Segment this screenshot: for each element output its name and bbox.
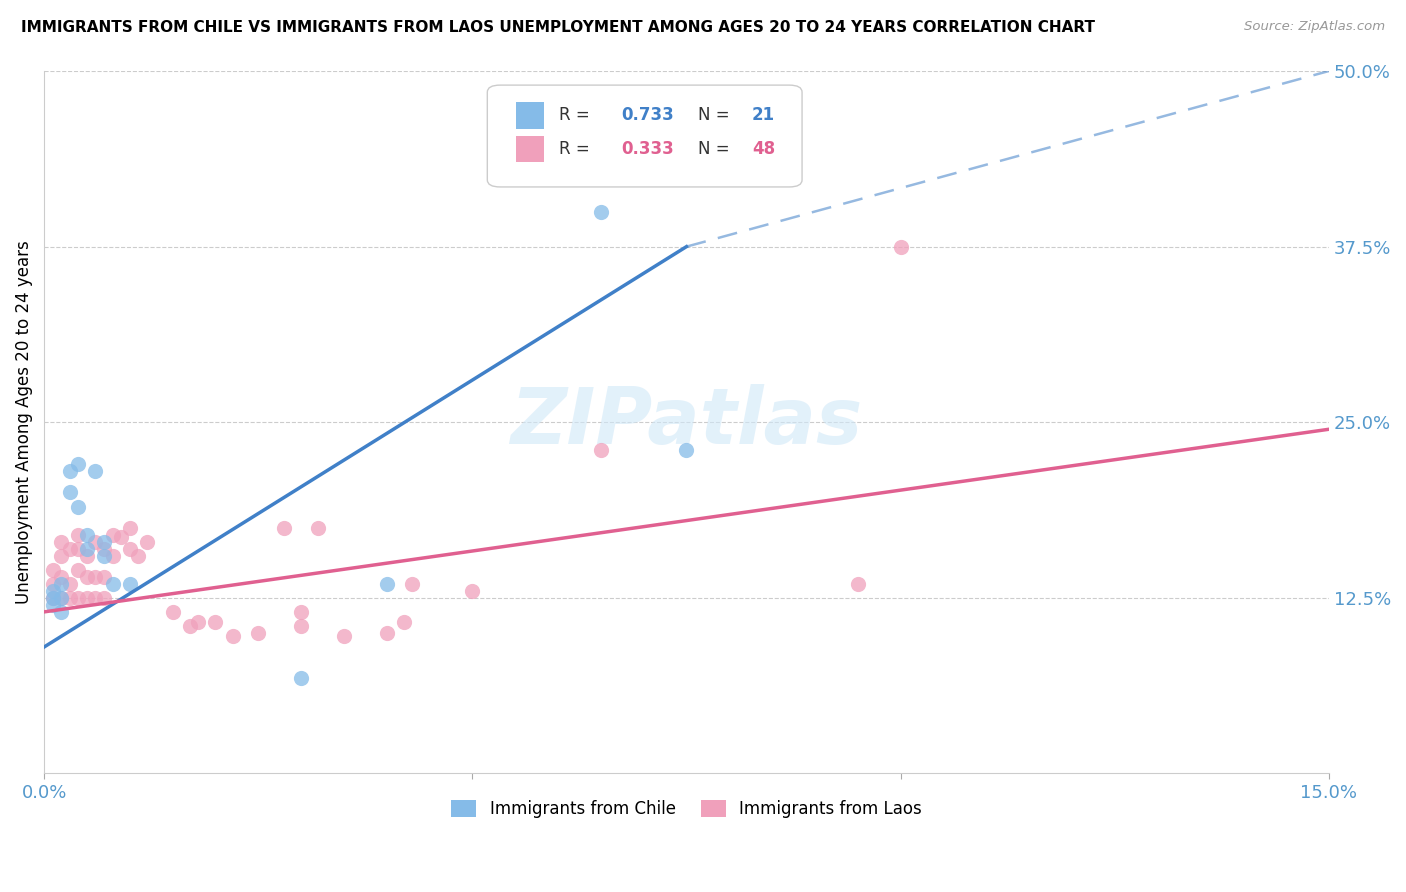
Point bbox=[76, 570, 98, 584]
Point bbox=[93, 541, 115, 556]
Point bbox=[846, 576, 869, 591]
Point bbox=[118, 520, 141, 534]
Point bbox=[333, 629, 356, 643]
Text: R =: R = bbox=[560, 140, 595, 158]
Point bbox=[59, 485, 82, 500]
Point bbox=[67, 563, 90, 577]
Point bbox=[41, 591, 63, 605]
Point bbox=[84, 591, 107, 605]
Point bbox=[51, 576, 73, 591]
Bar bbox=[516, 102, 544, 128]
Point bbox=[59, 464, 82, 478]
Point bbox=[101, 549, 124, 563]
Point bbox=[59, 576, 82, 591]
Point bbox=[51, 534, 73, 549]
Point bbox=[41, 591, 63, 605]
Point bbox=[290, 605, 312, 619]
Point bbox=[307, 520, 329, 534]
Point bbox=[84, 464, 107, 478]
Point bbox=[890, 240, 912, 254]
Point bbox=[41, 598, 63, 612]
Point bbox=[51, 591, 73, 605]
Point bbox=[51, 605, 73, 619]
Point bbox=[67, 500, 90, 514]
Point bbox=[589, 204, 612, 219]
Text: N =: N = bbox=[697, 106, 735, 124]
Point bbox=[290, 619, 312, 633]
Point bbox=[101, 576, 124, 591]
Point bbox=[118, 541, 141, 556]
Point bbox=[101, 527, 124, 541]
Point bbox=[93, 570, 115, 584]
Text: Source: ZipAtlas.com: Source: ZipAtlas.com bbox=[1244, 20, 1385, 33]
Point bbox=[179, 619, 201, 633]
Point bbox=[273, 520, 295, 534]
Point bbox=[51, 549, 73, 563]
Point bbox=[187, 615, 209, 629]
Point bbox=[76, 541, 98, 556]
Point bbox=[392, 615, 415, 629]
Point bbox=[76, 527, 98, 541]
Text: N =: N = bbox=[697, 140, 735, 158]
Point bbox=[93, 534, 115, 549]
Point bbox=[41, 583, 63, 598]
Point bbox=[127, 549, 149, 563]
Text: 21: 21 bbox=[752, 106, 775, 124]
Bar bbox=[516, 136, 544, 162]
Point bbox=[51, 591, 73, 605]
Point bbox=[204, 615, 226, 629]
Legend: Immigrants from Chile, Immigrants from Laos: Immigrants from Chile, Immigrants from L… bbox=[444, 793, 928, 825]
Point bbox=[41, 576, 63, 591]
Point bbox=[221, 629, 243, 643]
Point bbox=[51, 570, 73, 584]
Text: 48: 48 bbox=[752, 140, 775, 158]
Point bbox=[59, 591, 82, 605]
Point bbox=[76, 549, 98, 563]
Point bbox=[76, 591, 98, 605]
Point bbox=[93, 591, 115, 605]
Point bbox=[59, 541, 82, 556]
Point bbox=[247, 626, 270, 640]
Point bbox=[93, 549, 115, 563]
Text: 0.333: 0.333 bbox=[621, 140, 673, 158]
Point bbox=[162, 605, 184, 619]
Point bbox=[375, 626, 398, 640]
Text: IMMIGRANTS FROM CHILE VS IMMIGRANTS FROM LAOS UNEMPLOYMENT AMONG AGES 20 TO 24 Y: IMMIGRANTS FROM CHILE VS IMMIGRANTS FROM… bbox=[21, 20, 1095, 35]
Point bbox=[110, 531, 132, 545]
Point bbox=[41, 563, 63, 577]
Point bbox=[401, 576, 423, 591]
Point bbox=[84, 570, 107, 584]
Point bbox=[67, 541, 90, 556]
Point bbox=[461, 583, 484, 598]
FancyBboxPatch shape bbox=[488, 85, 801, 187]
Point bbox=[67, 591, 90, 605]
Point bbox=[375, 576, 398, 591]
Text: R =: R = bbox=[560, 106, 595, 124]
Text: 0.733: 0.733 bbox=[621, 106, 673, 124]
Point bbox=[118, 576, 141, 591]
Point bbox=[589, 443, 612, 458]
Point bbox=[67, 458, 90, 472]
Y-axis label: Unemployment Among Ages 20 to 24 years: Unemployment Among Ages 20 to 24 years bbox=[15, 240, 32, 604]
Point bbox=[135, 534, 157, 549]
Point bbox=[290, 671, 312, 685]
Point bbox=[67, 527, 90, 541]
Point bbox=[84, 534, 107, 549]
Text: ZIPatlas: ZIPatlas bbox=[510, 384, 862, 460]
Point bbox=[675, 443, 697, 458]
